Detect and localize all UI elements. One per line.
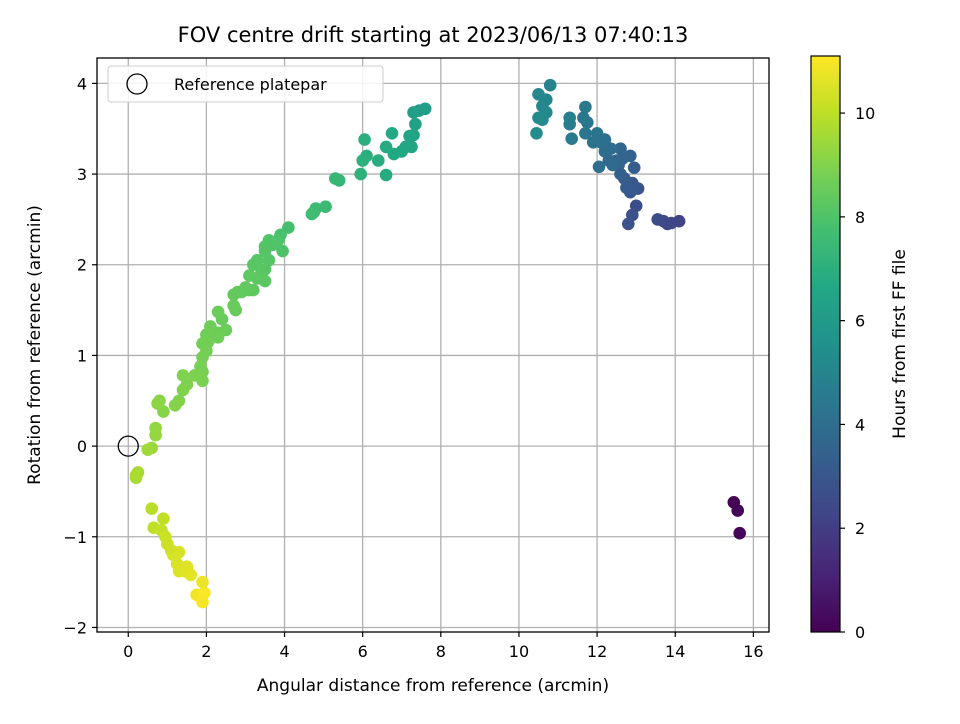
scatter-point bbox=[356, 154, 370, 167]
y-tick-label: 1 bbox=[77, 346, 87, 365]
scatter-point bbox=[379, 140, 393, 154]
scatter-point bbox=[407, 106, 420, 119]
scatter-points bbox=[129, 78, 746, 609]
scatter-point bbox=[227, 288, 240, 302]
x-tick-label: 12 bbox=[587, 642, 607, 661]
scatter-point bbox=[211, 331, 225, 344]
scatter-point bbox=[157, 512, 170, 525]
legend-marker-reference bbox=[126, 73, 148, 95]
scatter-point bbox=[196, 575, 209, 589]
scatter-point bbox=[627, 161, 641, 174]
scatter-point bbox=[379, 168, 393, 182]
x-axis-ticks: 0 2 4 6 8 10 12 14 16 bbox=[123, 632, 764, 661]
scatter-point bbox=[606, 158, 619, 172]
scatter-point bbox=[188, 369, 201, 382]
scatter-point bbox=[145, 502, 158, 515]
scatter-point bbox=[614, 142, 627, 155]
y-tick-label: −1 bbox=[63, 528, 87, 547]
scatter-point bbox=[198, 586, 211, 600]
colorbar-tick-label: 4 bbox=[855, 415, 865, 434]
legend: Reference platepar bbox=[107, 65, 384, 103]
scatter-point bbox=[579, 100, 592, 114]
scatter-point bbox=[276, 244, 289, 258]
scatter-point bbox=[409, 117, 422, 131]
colorbar-label: Hours from first FF file bbox=[890, 249, 910, 439]
scatter-point bbox=[372, 154, 385, 167]
y-tick-label: 0 bbox=[77, 437, 87, 456]
reference-platepar-marker bbox=[117, 435, 139, 457]
colorbar-gradient bbox=[810, 55, 841, 633]
x-tick-label: 6 bbox=[358, 642, 368, 661]
x-tick-label: 8 bbox=[436, 642, 446, 661]
scatter-point bbox=[141, 443, 155, 457]
legend-label-reference: Reference platepar bbox=[174, 75, 327, 94]
colorbar-tick-label: 6 bbox=[855, 312, 865, 331]
scatter-point bbox=[577, 111, 590, 125]
y-axis-ticks: −2 −1 0 1 2 3 4 bbox=[63, 74, 97, 637]
colorbar-tick-label: 8 bbox=[855, 208, 865, 227]
y-tick-label: −2 bbox=[63, 618, 87, 637]
scatter-point bbox=[151, 397, 164, 410]
y-tick-label: 3 bbox=[77, 165, 87, 184]
colorbar-ticks: 0 2 4 6 8 10 bbox=[840, 104, 875, 642]
scatter-point bbox=[532, 111, 545, 125]
scatter-point bbox=[530, 127, 543, 140]
y-tick-label: 2 bbox=[77, 256, 87, 275]
chart-title: FOV centre drift starting at 2023/06/13 … bbox=[178, 23, 689, 47]
y-axis-label: Rotation from reference (arcmin) bbox=[25, 205, 45, 485]
colorbar-tick-label: 0 bbox=[855, 623, 865, 642]
x-tick-label: 2 bbox=[201, 642, 211, 661]
scatter-point bbox=[184, 568, 198, 582]
x-axis-label: Angular distance from reference (arcmin) bbox=[257, 676, 609, 696]
scatter-point bbox=[592, 160, 606, 174]
scatter-point bbox=[358, 133, 371, 146]
x-tick-label: 10 bbox=[509, 642, 529, 661]
scatter-point bbox=[543, 78, 557, 92]
scatter-point bbox=[622, 217, 635, 231]
scatter-point bbox=[579, 127, 592, 140]
scatter-point bbox=[586, 136, 600, 149]
scatter-point bbox=[354, 167, 368, 181]
colorbar: 0 2 4 6 8 10 Hours from first FF file bbox=[810, 55, 910, 642]
scatter-point bbox=[149, 428, 162, 442]
scatter-point bbox=[243, 269, 256, 282]
scatter-point bbox=[731, 504, 744, 517]
scatter-point bbox=[563, 111, 576, 125]
x-tick-label: 16 bbox=[743, 642, 763, 661]
y-tick-label: 4 bbox=[77, 74, 87, 93]
legend-box bbox=[107, 65, 384, 103]
scatter-point bbox=[532, 88, 545, 101]
x-tick-label: 14 bbox=[665, 642, 685, 661]
scatter-point bbox=[211, 305, 225, 319]
x-tick-label: 4 bbox=[279, 642, 289, 661]
scatter-point bbox=[651, 213, 664, 226]
scatter-point bbox=[176, 383, 190, 397]
colorbar-tick-label: 10 bbox=[855, 104, 875, 123]
scatter-point bbox=[176, 369, 190, 382]
scatter-point bbox=[329, 172, 342, 185]
scatter-point bbox=[168, 399, 182, 412]
grid bbox=[97, 58, 769, 632]
scatter-point bbox=[733, 526, 746, 540]
plot-area bbox=[96, 57, 770, 633]
scatter-point bbox=[385, 127, 399, 140]
scatter-point bbox=[403, 129, 416, 143]
x-tick-label: 0 bbox=[123, 642, 133, 661]
colorbar-tick-label: 2 bbox=[855, 519, 865, 538]
scatter-point bbox=[305, 207, 319, 221]
scatter-point bbox=[172, 545, 186, 559]
scatter-point bbox=[227, 299, 240, 312]
scatter-point bbox=[319, 200, 332, 213]
scatter-point bbox=[247, 258, 260, 272]
scatter-point bbox=[565, 132, 578, 145]
scatter-point bbox=[129, 468, 143, 482]
